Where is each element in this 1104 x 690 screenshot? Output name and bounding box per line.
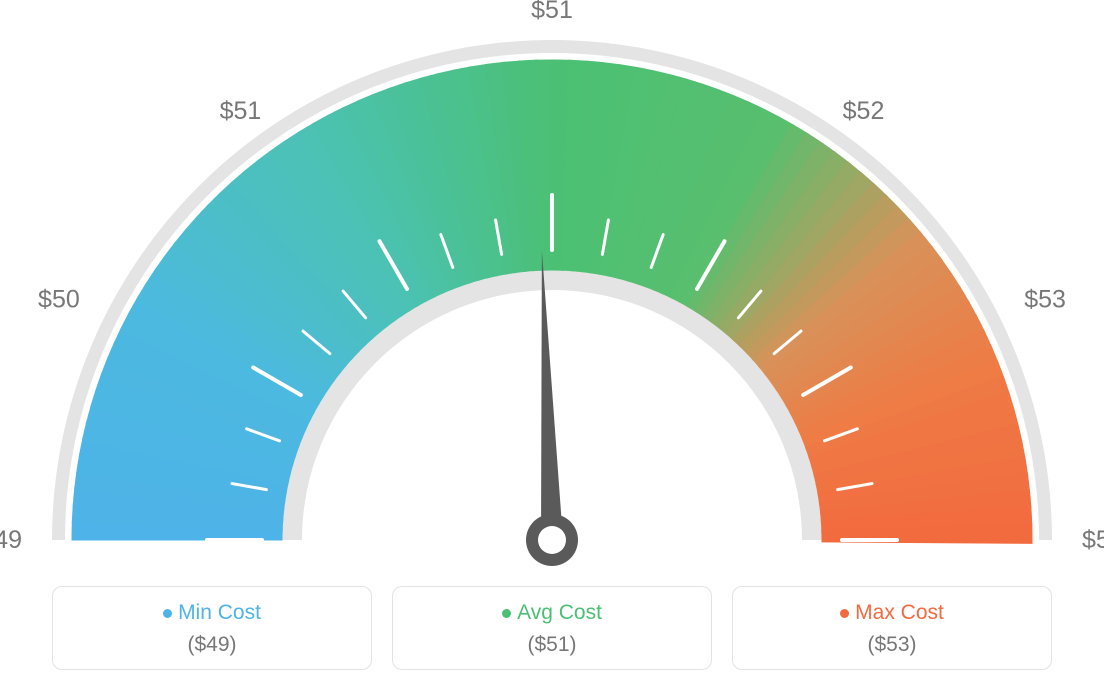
legend-dot-icon [840, 609, 849, 618]
gauge-axis-label: $52 [843, 97, 885, 125]
legend-value: ($51) [405, 633, 699, 657]
gauge-axis-label: $51 [531, 0, 573, 24]
legend-label: Min Cost [178, 601, 261, 624]
legend-title: Min Cost [65, 601, 359, 625]
legend-box: Min Cost ($49) [52, 586, 372, 670]
legend-label: Avg Cost [517, 601, 602, 624]
legend-box: Avg Cost ($51) [392, 586, 712, 670]
legend-value: ($49) [65, 633, 359, 657]
legend-title: Avg Cost [405, 601, 699, 625]
legend-dot-icon [163, 609, 172, 618]
gauge-hub-inner [538, 526, 566, 554]
gauge-chart-container: $49 $50 $51 $51 $52 $53 $53 Min Cost ($49) Avg C… [0, 0, 1104, 690]
gauge-axis-label: $53 [1024, 285, 1066, 313]
legend-box: Max Cost ($53) [732, 586, 1052, 670]
legend-label: Max Cost [855, 601, 944, 624]
gauge-axis-label: $49 [0, 526, 22, 554]
gauge: $49 $50 $51 $51 $52 $53 $53 [0, 0, 1104, 570]
legend-title: Max Cost [745, 601, 1039, 625]
gauge-axis-label: $50 [38, 285, 80, 313]
gauge-svg: $49 $50 $51 $51 $52 $53 $53 [0, 0, 1104, 570]
gauge-axis-label: $51 [220, 97, 262, 125]
legend-value: ($53) [745, 633, 1039, 657]
legend-dot-icon [502, 609, 511, 618]
legend: Min Cost ($49) Avg Cost ($51) Max Cost ($53) [0, 586, 1104, 670]
gauge-axis-label: $53 [1082, 526, 1104, 554]
gauge-needle [541, 250, 563, 540]
